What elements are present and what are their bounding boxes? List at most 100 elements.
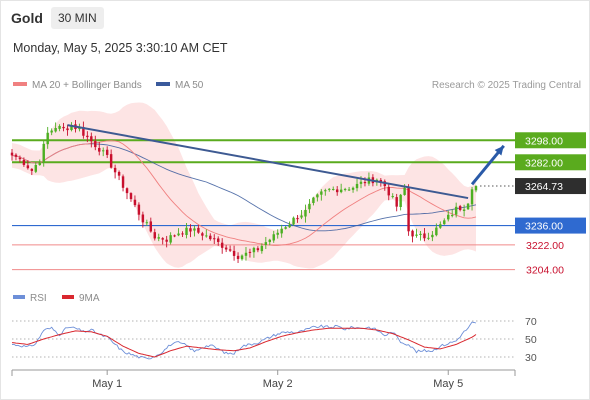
candles <box>10 119 478 264</box>
bollinger-band-fill <box>12 102 476 269</box>
legend-rsi-ma-label: 9MA <box>79 293 100 304</box>
candle-body <box>205 235 208 237</box>
candle-body <box>443 220 446 225</box>
candle-body <box>236 255 240 259</box>
candle-body <box>276 232 279 235</box>
candle-body <box>427 237 430 239</box>
candle-body <box>217 238 220 242</box>
candle-body <box>407 187 410 232</box>
candle-body <box>328 188 331 190</box>
rsi-tick-label-30: 30 <box>525 352 537 364</box>
credit-text: Research © 2025 Trading Central <box>431 80 581 91</box>
candle-body <box>185 227 188 235</box>
candle-body <box>58 125 61 129</box>
candle-body <box>252 247 256 253</box>
candle-body <box>90 136 93 142</box>
candle-body <box>411 230 414 237</box>
legend-ma50: MA 50 <box>156 80 203 92</box>
candle-body <box>339 189 343 193</box>
candle-body <box>193 228 196 231</box>
trendline-group <box>67 124 505 200</box>
candle-body <box>335 189 339 193</box>
candle-body <box>439 224 442 228</box>
candle-body <box>288 224 291 228</box>
candle-body <box>149 221 153 232</box>
candle-body <box>324 190 327 192</box>
level-label-3236.00: 3236.00 <box>525 221 563 233</box>
candle-body <box>308 203 311 210</box>
candle-body <box>312 197 315 204</box>
legend-ma50-label: MA 50 <box>175 80 204 91</box>
candle-body <box>347 189 351 191</box>
candle-body <box>46 132 49 145</box>
candle-body <box>201 233 204 236</box>
candle-body <box>153 232 156 239</box>
candle-body <box>423 233 426 239</box>
legend-ma20-label: MA 20 + Bollinger Bands <box>32 80 142 91</box>
candle-body <box>387 186 390 196</box>
candle-body <box>129 193 133 200</box>
candle-body <box>94 140 97 148</box>
candle-body <box>189 228 192 232</box>
x-axis: May 1 May 2 May 5 <box>11 369 516 390</box>
candle-body <box>292 217 295 225</box>
candle-body <box>224 247 228 250</box>
candle-body <box>431 234 434 238</box>
candle-body <box>141 214 145 223</box>
candle-body <box>10 152 14 156</box>
candle-body <box>34 164 38 172</box>
timestamp: Monday, May 5, 2025 3:30:10 AM CET <box>13 41 228 55</box>
candle-body <box>38 162 41 166</box>
candle-body <box>161 238 164 240</box>
legend-rsi-label: RSI <box>30 293 47 304</box>
candle-body <box>332 188 335 190</box>
candle-body <box>145 222 149 224</box>
candle-body <box>470 189 474 205</box>
candle-body <box>86 135 89 138</box>
legend-rsi-ma: 9MA <box>62 293 100 304</box>
candle-body <box>343 188 347 190</box>
candle-body <box>62 126 65 129</box>
candle-body <box>240 255 244 260</box>
candle-body <box>220 242 224 248</box>
candle-body <box>316 194 319 198</box>
level-label-3298.00: 3298.00 <box>525 135 563 147</box>
candle-body <box>50 130 53 133</box>
timeframe-badge[interactable]: 30 MIN <box>51 7 104 29</box>
candle-body <box>403 187 406 195</box>
candle-body <box>165 239 168 242</box>
rsi-line <box>11 321 477 360</box>
resistance-trendline <box>67 124 469 200</box>
candle-body <box>137 204 141 215</box>
rsi-ma-swatch <box>62 295 74 300</box>
candle-body <box>26 165 30 169</box>
candle-body <box>248 251 252 253</box>
ma50-swatch <box>156 82 170 87</box>
candle-body <box>173 235 176 237</box>
candle-body <box>78 128 81 130</box>
chart-header: Gold 30 MIN <box>0 0 588 36</box>
candle-body <box>133 199 137 206</box>
candle-body <box>296 218 299 220</box>
forecast-arrow-head <box>494 145 504 156</box>
moving-averages <box>11 140 477 246</box>
rsi-tick-label-50: 50 <box>525 334 537 346</box>
candle-body <box>244 252 248 256</box>
candle-body <box>363 182 367 184</box>
candle-body <box>474 186 478 191</box>
candle-body <box>272 234 275 241</box>
rsi-ma-line <box>11 327 477 358</box>
x-tick-label: May 5 <box>433 378 463 390</box>
candle-body <box>18 157 22 160</box>
candle-body <box>70 125 73 131</box>
level-label-3204.00: 3204.00 <box>526 265 564 277</box>
candle-body <box>415 234 418 236</box>
candle-body <box>435 227 438 236</box>
candle-body <box>82 127 85 136</box>
candle-body <box>458 206 462 210</box>
candle-body <box>109 154 113 168</box>
candle-body <box>454 206 458 215</box>
candle-body <box>268 239 271 243</box>
candle-body <box>228 249 232 251</box>
candle-body <box>355 183 359 189</box>
